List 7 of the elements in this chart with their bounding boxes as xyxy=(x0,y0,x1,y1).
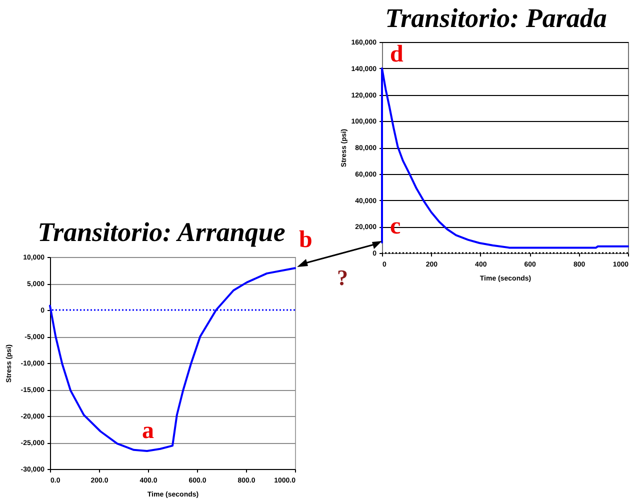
annotation: b xyxy=(299,227,312,254)
chart-title: Transitorio: Arranque xyxy=(38,217,286,248)
annotation: d xyxy=(390,41,404,68)
chart-title: Transitorio: Parada xyxy=(385,3,607,33)
annotation: a xyxy=(142,418,154,444)
line-series xyxy=(49,267,296,452)
text: ? xyxy=(337,265,348,290)
